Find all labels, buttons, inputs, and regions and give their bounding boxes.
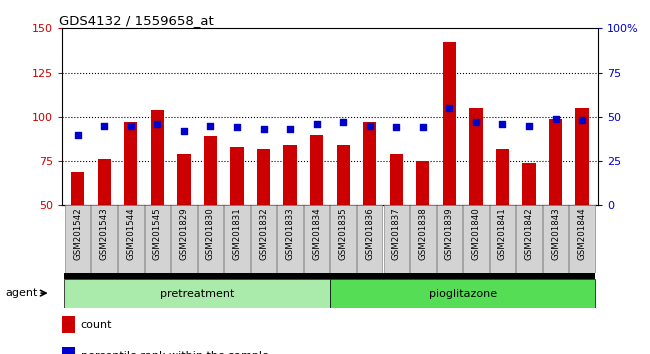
Bar bbox=[443, 42, 456, 205]
Point bbox=[179, 128, 189, 134]
Bar bbox=[310, 135, 323, 205]
Bar bbox=[330, 279, 595, 308]
Text: GSM201832: GSM201832 bbox=[259, 207, 268, 260]
FancyBboxPatch shape bbox=[224, 205, 250, 273]
Text: GSM201835: GSM201835 bbox=[339, 207, 348, 260]
FancyBboxPatch shape bbox=[144, 205, 170, 273]
Text: GSM201836: GSM201836 bbox=[365, 207, 374, 260]
Point bbox=[338, 119, 348, 125]
Text: GSM201839: GSM201839 bbox=[445, 207, 454, 260]
Text: GDS4132 / 1559658_at: GDS4132 / 1559658_at bbox=[59, 14, 214, 27]
Text: pretreatment: pretreatment bbox=[160, 289, 235, 299]
FancyBboxPatch shape bbox=[304, 205, 330, 273]
Bar bbox=[230, 147, 244, 205]
Point bbox=[391, 125, 402, 130]
FancyBboxPatch shape bbox=[516, 205, 541, 273]
Bar bbox=[337, 145, 350, 205]
FancyBboxPatch shape bbox=[543, 205, 568, 273]
Point bbox=[258, 126, 268, 132]
FancyBboxPatch shape bbox=[569, 205, 595, 273]
Bar bbox=[98, 159, 111, 205]
Bar bbox=[389, 154, 403, 205]
Text: GSM201838: GSM201838 bbox=[419, 207, 427, 260]
Bar bbox=[469, 108, 482, 205]
Bar bbox=[71, 172, 84, 205]
Point bbox=[577, 118, 587, 123]
Text: GSM201544: GSM201544 bbox=[126, 207, 135, 260]
Text: GSM201834: GSM201834 bbox=[312, 207, 321, 260]
Bar bbox=[64, 273, 330, 279]
FancyBboxPatch shape bbox=[171, 205, 196, 273]
Bar bbox=[62, 316, 75, 333]
Point bbox=[99, 123, 109, 129]
Point bbox=[444, 105, 454, 111]
Point bbox=[125, 123, 136, 129]
Text: GSM201831: GSM201831 bbox=[233, 207, 241, 260]
Bar bbox=[523, 163, 536, 205]
FancyBboxPatch shape bbox=[330, 205, 356, 273]
Text: GSM201842: GSM201842 bbox=[525, 207, 534, 260]
FancyBboxPatch shape bbox=[278, 205, 303, 273]
Bar bbox=[549, 119, 562, 205]
Text: GSM201545: GSM201545 bbox=[153, 207, 162, 260]
Point bbox=[232, 125, 242, 130]
Text: GSM201844: GSM201844 bbox=[578, 207, 586, 260]
FancyBboxPatch shape bbox=[92, 205, 117, 273]
FancyBboxPatch shape bbox=[489, 205, 515, 273]
Bar bbox=[204, 136, 217, 205]
Bar bbox=[575, 108, 589, 205]
Bar bbox=[257, 149, 270, 205]
Point bbox=[551, 116, 561, 121]
Bar bbox=[177, 154, 190, 205]
Bar bbox=[64, 279, 330, 308]
Text: GSM201840: GSM201840 bbox=[471, 207, 480, 260]
Point bbox=[311, 121, 322, 127]
FancyBboxPatch shape bbox=[384, 205, 409, 273]
Point bbox=[152, 121, 162, 127]
Text: GSM201829: GSM201829 bbox=[179, 207, 188, 260]
Bar bbox=[330, 273, 595, 279]
FancyBboxPatch shape bbox=[65, 205, 90, 273]
FancyBboxPatch shape bbox=[437, 205, 462, 273]
Point bbox=[497, 121, 508, 127]
Bar bbox=[416, 161, 430, 205]
Point bbox=[524, 123, 534, 129]
Text: GSM201542: GSM201542 bbox=[73, 207, 82, 260]
Bar bbox=[283, 145, 296, 205]
Text: GSM201843: GSM201843 bbox=[551, 207, 560, 260]
Bar bbox=[62, 348, 75, 354]
Text: pioglitazone: pioglitazone bbox=[428, 289, 497, 299]
Point bbox=[365, 123, 375, 129]
Text: agent: agent bbox=[5, 288, 37, 298]
FancyBboxPatch shape bbox=[410, 205, 436, 273]
FancyBboxPatch shape bbox=[198, 205, 223, 273]
Bar bbox=[151, 110, 164, 205]
Text: GSM201837: GSM201837 bbox=[392, 207, 401, 260]
FancyBboxPatch shape bbox=[463, 205, 489, 273]
Text: GSM201830: GSM201830 bbox=[206, 207, 215, 260]
Point bbox=[205, 123, 216, 129]
Point bbox=[471, 119, 481, 125]
FancyBboxPatch shape bbox=[118, 205, 144, 273]
Text: count: count bbox=[81, 320, 112, 330]
Bar bbox=[496, 149, 509, 205]
FancyBboxPatch shape bbox=[251, 205, 276, 273]
Bar bbox=[124, 122, 137, 205]
FancyBboxPatch shape bbox=[357, 205, 382, 273]
Point bbox=[417, 125, 428, 130]
Text: percentile rank within the sample: percentile rank within the sample bbox=[81, 352, 268, 354]
Text: GSM201841: GSM201841 bbox=[498, 207, 507, 260]
Point bbox=[73, 132, 83, 137]
Text: GSM201833: GSM201833 bbox=[285, 207, 294, 260]
Text: GSM201543: GSM201543 bbox=[99, 207, 109, 260]
Point bbox=[285, 126, 295, 132]
Bar bbox=[363, 122, 376, 205]
